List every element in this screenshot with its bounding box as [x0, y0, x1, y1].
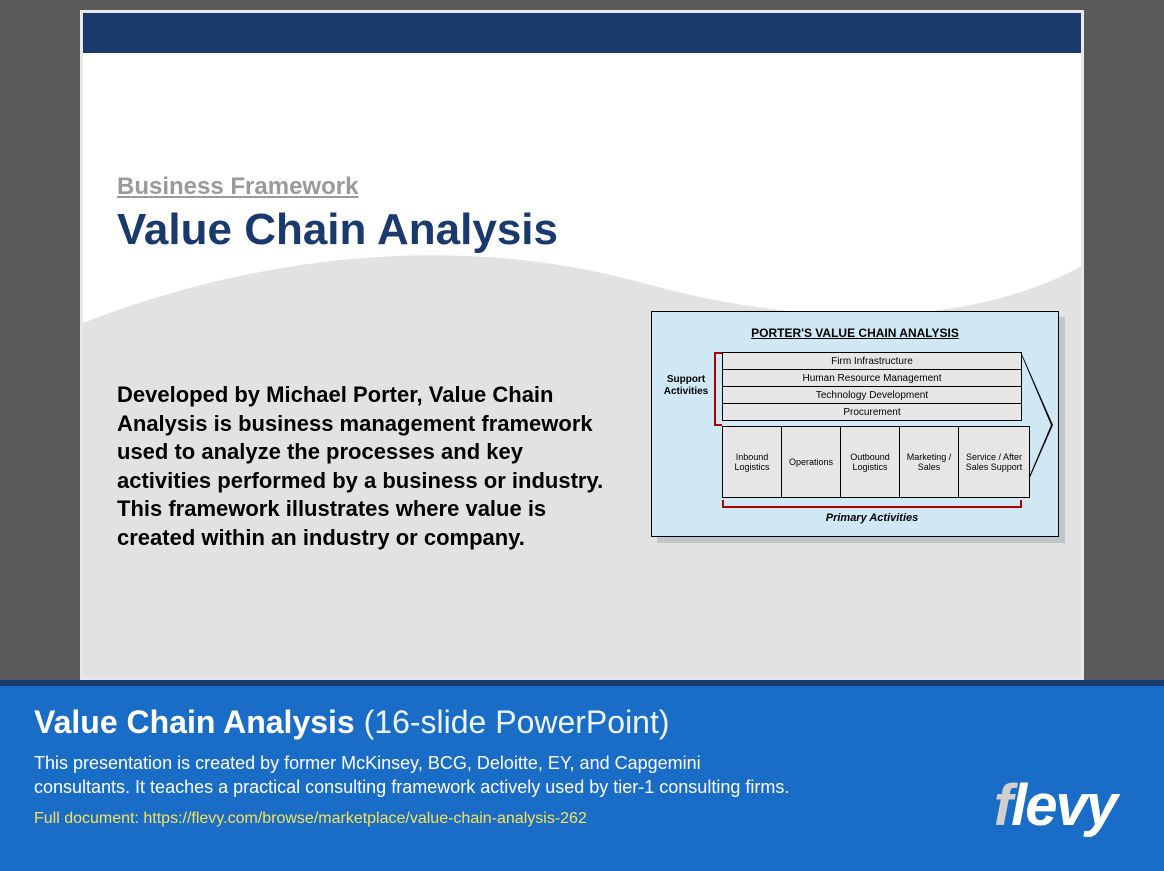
support-bracket	[714, 352, 722, 426]
primary-cell: Operations	[781, 426, 841, 498]
footer-title-light: (16-slide PowerPoint)	[355, 704, 670, 740]
primary-cell: Outbound Logistics	[840, 426, 900, 498]
slide-body-text: Developed by Michael Porter, Value Chain…	[117, 381, 617, 553]
support-row: Firm Infrastructure	[722, 352, 1022, 370]
primary-cell: Marketing / Sales	[899, 426, 959, 498]
logo-letter-f: f	[994, 773, 1011, 838]
porter-diagram: PORTER'S VALUE CHAIN ANALYSIS Support Ac…	[651, 311, 1065, 543]
support-row: Technology Development	[722, 386, 1022, 404]
slide-title: Value Chain Analysis	[117, 205, 558, 255]
footer-title-bold: Value Chain Analysis	[34, 704, 355, 740]
logo-rest: levy	[1011, 773, 1116, 838]
footer-banner: Value Chain Analysis (16-slide PowerPoin…	[0, 680, 1164, 871]
support-row: Procurement	[722, 403, 1022, 421]
slide-content: Business Framework Value Chain Analysis …	[83, 13, 1081, 677]
support-row: Human Resource Management	[722, 369, 1022, 387]
flevy-logo: flevy	[994, 777, 1116, 835]
primary-cell: Inbound Logistics	[722, 426, 782, 498]
footer-title: Value Chain Analysis (16-slide PowerPoin…	[34, 704, 1130, 741]
diagram-box: PORTER'S VALUE CHAIN ANALYSIS Support Ac…	[651, 311, 1059, 537]
support-rows: Firm Infrastructure Human Resource Manag…	[722, 352, 1022, 420]
primary-activities-row: Inbound Logistics Operations Outbound Lo…	[722, 426, 1052, 498]
footer-description: This presentation is created by former M…	[34, 751, 794, 800]
slide-frame: Business Framework Value Chain Analysis …	[80, 10, 1084, 680]
footer-link[interactable]: Full document: https://flevy.com/browse/…	[34, 810, 1130, 828]
slide-subtitle: Business Framework	[117, 173, 358, 201]
diagram-title: PORTER'S VALUE CHAIN ANALYSIS	[652, 326, 1058, 340]
primary-activities-label: Primary Activities	[722, 512, 1022, 524]
primary-cell: Service / After Sales Support	[958, 426, 1030, 498]
support-activities-label: Support Activities	[658, 374, 714, 398]
primary-bracket	[722, 500, 1022, 508]
